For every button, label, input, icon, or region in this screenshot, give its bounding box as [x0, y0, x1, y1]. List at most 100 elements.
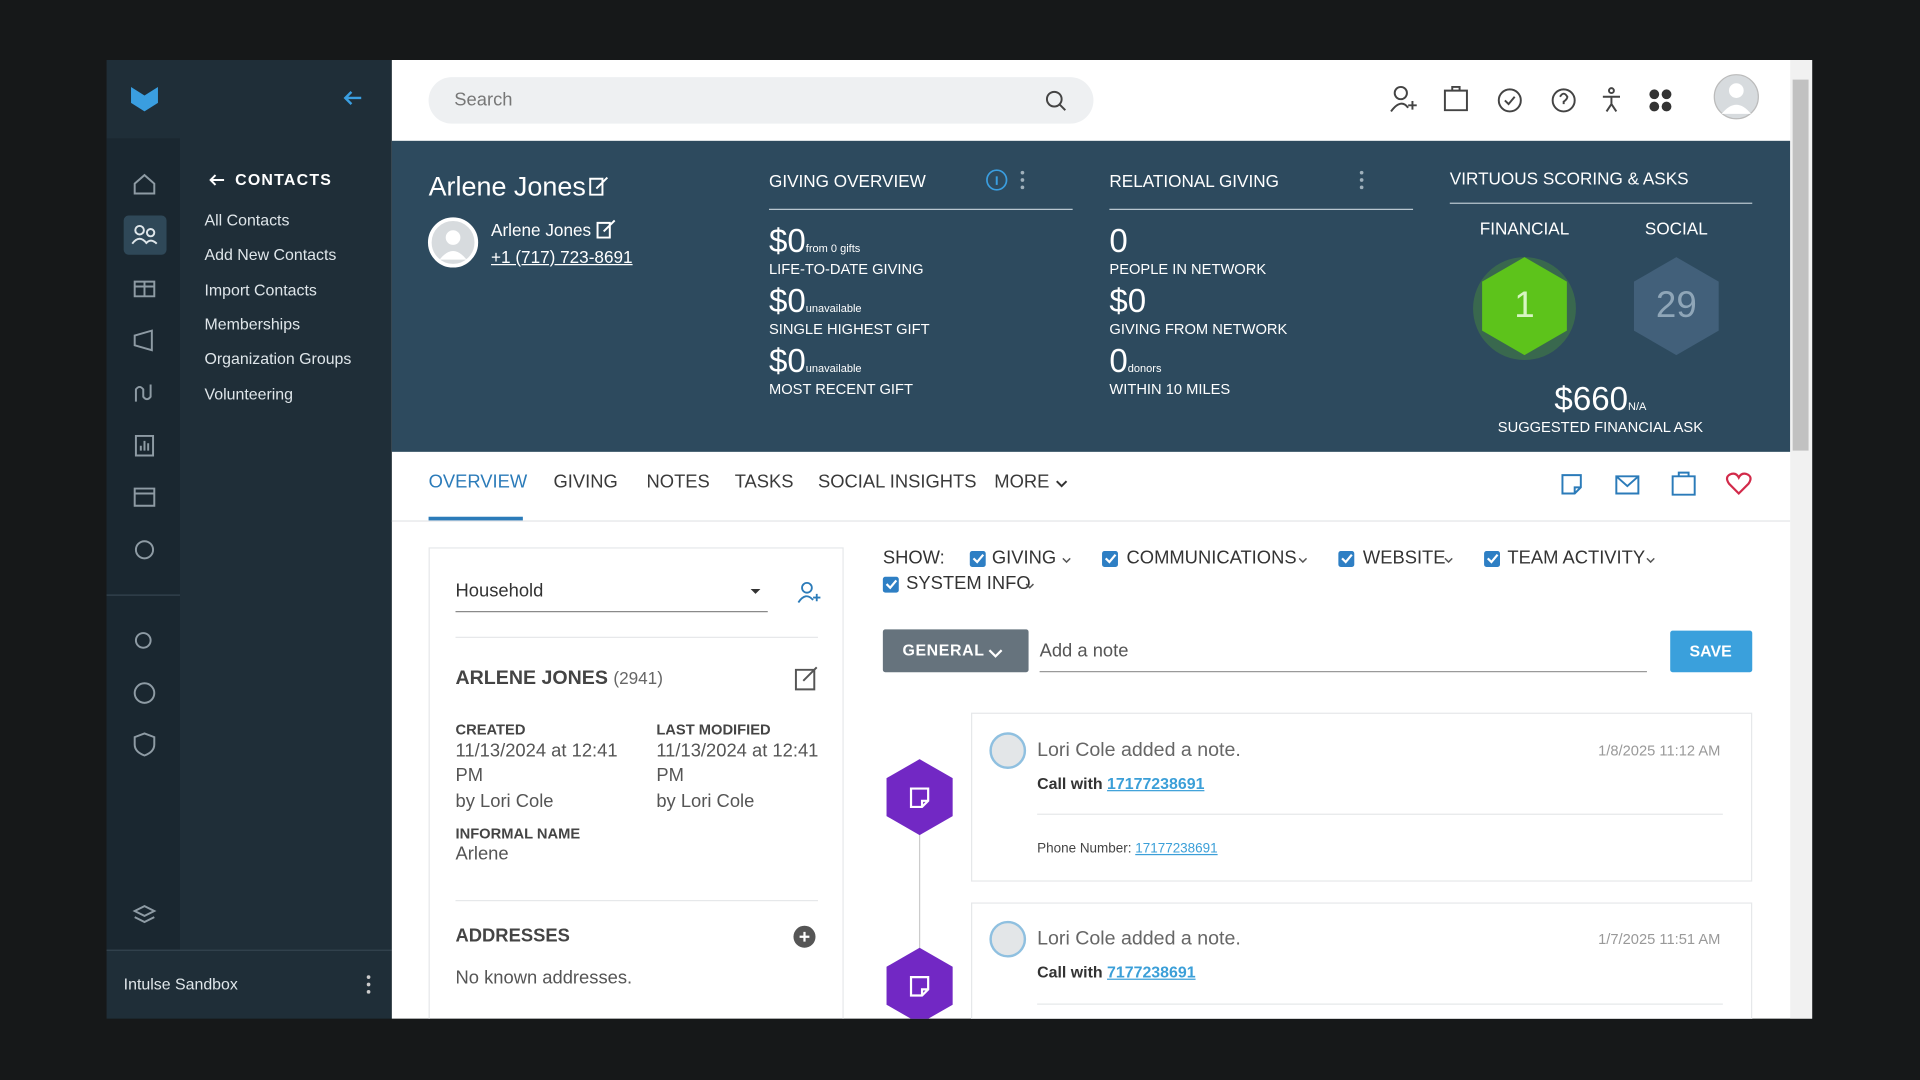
- stat-number: $0: [768, 222, 806, 260]
- folder-icon[interactable]: [1671, 471, 1696, 496]
- details-card: [428, 547, 844, 1019]
- ask-number: $660: [1554, 380, 1628, 418]
- save-button[interactable]: [1670, 630, 1753, 673]
- apps-icon[interactable]: [1649, 89, 1672, 112]
- note-input[interactable]: Add a note: [1039, 640, 1129, 662]
- security-icon[interactable]: [133, 732, 156, 757]
- checkbox[interactable]: [882, 576, 899, 593]
- more-menu[interactable]: [1020, 170, 1025, 190]
- phone-link[interactable]: +1 (717) 723-8691: [491, 246, 633, 267]
- tasks-icon[interactable]: [1497, 88, 1522, 113]
- add-contact-icon[interactable]: [1390, 85, 1417, 113]
- home-icon[interactable]: [133, 173, 156, 195]
- social-score-hex: [1633, 257, 1719, 356]
- nav-item[interactable]: Volunteering: [204, 384, 293, 404]
- tab[interactable]: NOTES: [646, 471, 710, 493]
- activity-date: 1/7/2025 11:51 AM: [1598, 930, 1721, 948]
- org-name[interactable]: Intulse Sandbox: [123, 974, 238, 994]
- field-value: 11/13/2024 at 12:41 PM: [455, 740, 618, 787]
- save-label: SAVE: [1689, 641, 1732, 661]
- search-placeholder: Search: [454, 89, 513, 111]
- checkbox[interactable]: [1102, 551, 1118, 567]
- category-button[interactable]: [882, 629, 1029, 673]
- avatar-head: [445, 230, 461, 245]
- call-label: Call with: [1037, 962, 1103, 982]
- filter-option[interactable]: TEAM ACTIVITY: [1507, 547, 1646, 569]
- campaign-icon[interactable]: [133, 329, 153, 352]
- scrollbar-thumb[interactable]: [1792, 79, 1809, 451]
- record-title: ARLENE JONES (2941): [456, 667, 663, 690]
- edit-icon[interactable]: [596, 219, 616, 239]
- filter-option[interactable]: SYSTEM INFO: [906, 573, 1031, 594]
- tab[interactable]: GIVING: [553, 471, 618, 493]
- nav-title: CONTACTS: [235, 170, 333, 189]
- show-label: SHOW:: [882, 547, 945, 569]
- phone-label: Phone Number:: [1037, 841, 1132, 857]
- search-icon[interactable]: [134, 632, 152, 649]
- tab[interactable]: TASKS: [734, 471, 794, 493]
- info-icon[interactable]: [986, 169, 1008, 191]
- email-icon[interactable]: [1615, 475, 1640, 495]
- stat-note: unavailable: [805, 302, 862, 315]
- phone-link[interactable]: 17177238691: [1135, 841, 1218, 857]
- checkbox[interactable]: [1338, 551, 1355, 567]
- edit-icon[interactable]: [589, 176, 609, 196]
- tab[interactable]: SOCIAL INSIGHTS: [817, 471, 977, 493]
- category-label: GENERAL: [902, 640, 985, 660]
- filter-option[interactable]: COMMUNICATIONS: [1126, 547, 1297, 569]
- note-icon[interactable]: [1561, 474, 1582, 495]
- layers-icon[interactable]: [132, 905, 157, 924]
- gifts-icon[interactable]: [133, 280, 156, 298]
- stat-value: $0unavailable: [769, 281, 862, 321]
- search-icon[interactable]: [1045, 90, 1063, 108]
- contacts-icon[interactable]: [131, 224, 158, 245]
- ask-value: $660N/A: [1554, 379, 1646, 419]
- checkbox[interactable]: [969, 551, 986, 567]
- back-arrow[interactable]: [209, 174, 225, 186]
- filter-option[interactable]: GIVING: [991, 547, 1057, 569]
- accessibility-icon[interactable]: [1602, 87, 1621, 112]
- stat-number: $0: [768, 282, 806, 320]
- record-id: (2941): [613, 667, 663, 688]
- nav-item[interactable]: All Contacts: [204, 210, 290, 230]
- collapse-arrow[interactable]: [343, 90, 362, 105]
- nav-item[interactable]: Import Contacts: [204, 280, 317, 300]
- contact-card-icon[interactable]: [1443, 85, 1468, 112]
- ask-label: SUGGESTED FINANCIAL ASK: [1497, 418, 1704, 436]
- journey-icon[interactable]: [134, 384, 152, 402]
- field-label: INFORMAL NAME: [455, 825, 581, 843]
- field-label: CREATED: [455, 720, 526, 739]
- activity-card: [971, 712, 1753, 882]
- note-hex: [886, 947, 953, 1019]
- author-avatar: [989, 920, 1027, 958]
- call-link[interactable]: 7177238691: [1107, 962, 1196, 982]
- checkbox[interactable]: [1484, 551, 1500, 567]
- stat-number: $0: [1109, 282, 1147, 320]
- filter-option[interactable]: WEBSITE: [1362, 547, 1446, 569]
- field-value: by Lori Cole: [455, 791, 554, 812]
- add-member-icon[interactable]: [797, 581, 821, 603]
- call-label: Call with: [1037, 774, 1103, 793]
- activity-date: 1/8/2025 11:12 AM: [1598, 741, 1721, 759]
- score-label: FINANCIAL: [1479, 218, 1570, 239]
- import-icon[interactable]: [133, 682, 156, 704]
- favorite-icon[interactable]: [1725, 472, 1752, 496]
- nav-item[interactable]: Add New Contacts: [204, 245, 337, 264]
- footer-menu[interactable]: [366, 975, 371, 994]
- household-select[interactable]: Household: [455, 580, 544, 602]
- nav-item[interactable]: Organization Groups: [204, 349, 352, 368]
- call-link[interactable]: 17177238691: [1107, 774, 1205, 793]
- reports-icon[interactable]: [134, 434, 155, 457]
- search-box[interactable]: [428, 77, 1094, 124]
- tab[interactable]: MORE: [994, 471, 1050, 493]
- section-title: VIRTUOUS SCORING & ASKS: [1449, 168, 1689, 189]
- timeline-graphics: [918, 649, 1003, 1005]
- edit-icon[interactable]: [794, 666, 818, 691]
- help-icon[interactable]: [1551, 88, 1576, 113]
- avatar-body: [439, 251, 467, 260]
- settings-icon[interactable]: [134, 540, 155, 560]
- nav-item[interactable]: Memberships: [204, 314, 301, 334]
- more-menu[interactable]: [1359, 170, 1364, 190]
- calendar-icon[interactable]: [133, 487, 156, 507]
- tab-active[interactable]: OVERVIEW: [428, 471, 528, 493]
